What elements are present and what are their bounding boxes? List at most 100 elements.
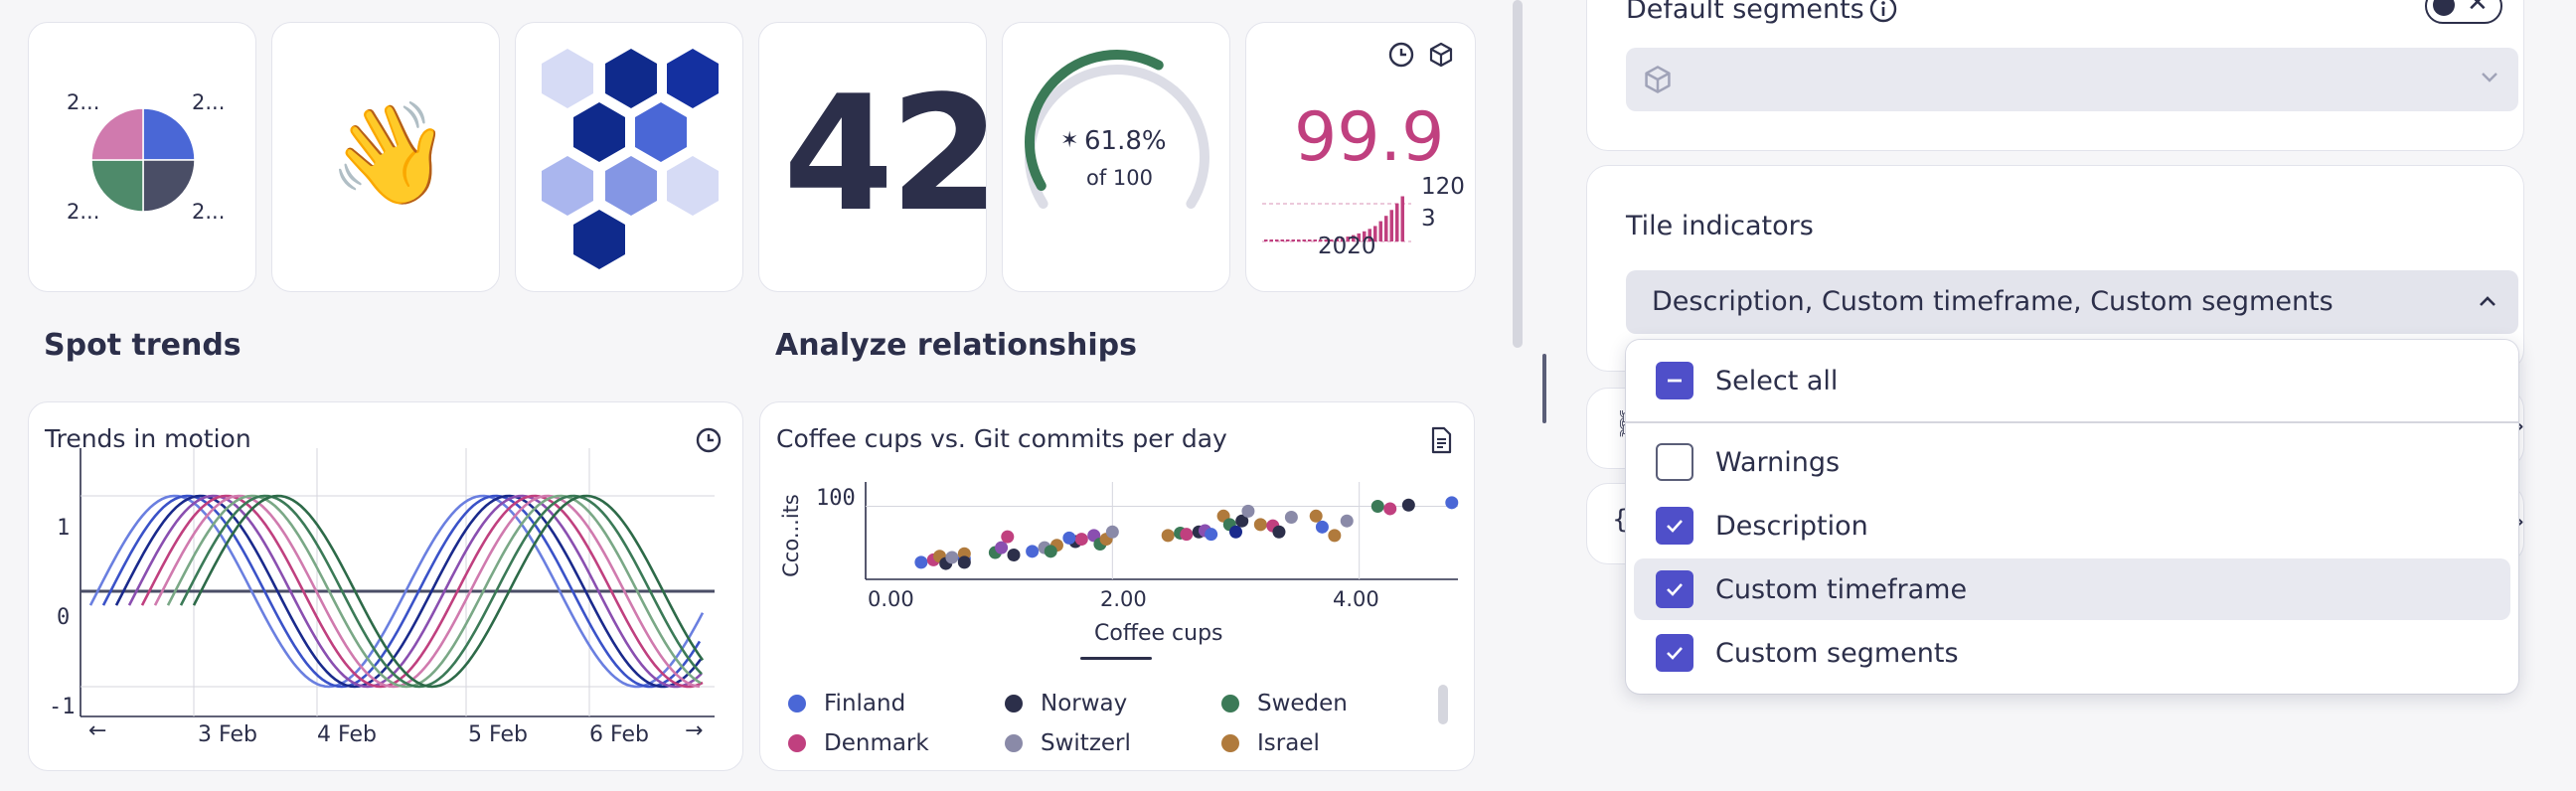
checkbox[interactable] bbox=[1656, 507, 1693, 545]
legend-item-finland[interactable]: Finland bbox=[788, 691, 905, 716]
single-value-tile[interactable]: 42 bbox=[758, 22, 987, 292]
chevron-right-icon[interactable]: › bbox=[2514, 411, 2525, 441]
x-tick-3feb: 3 Feb bbox=[198, 722, 257, 747]
honeycomb-cell-7 bbox=[667, 156, 719, 216]
gauge-tile[interactable]: ✶ 61.8% of 100 bbox=[1002, 22, 1230, 292]
trend-series-4 bbox=[140, 494, 704, 689]
sparkline-bar bbox=[1341, 237, 1345, 241]
pie-slice-3 bbox=[90, 107, 144, 161]
checkbox[interactable] bbox=[1656, 570, 1693, 608]
scatter-point-45 bbox=[1445, 496, 1459, 510]
legend-dot bbox=[1221, 734, 1239, 752]
menu-item-custom-segments[interactable]: Custom segments bbox=[1634, 622, 2510, 684]
waving-hand-emoji: 👋 bbox=[328, 95, 452, 212]
scatter-point-40 bbox=[1328, 529, 1342, 543]
scatter-point-44 bbox=[1401, 498, 1415, 512]
menu-item-description[interactable]: Description bbox=[1634, 495, 2510, 556]
trend-series-0 bbox=[88, 494, 705, 689]
checkbox[interactable] bbox=[1656, 634, 1693, 672]
sparkline-bar bbox=[1368, 229, 1371, 241]
scatter-point-41 bbox=[1340, 514, 1354, 528]
section-title-spot-trends: Spot trends bbox=[44, 328, 242, 363]
tile-indicators-select[interactable]: Description, Custom timeframe, Custom se… bbox=[1626, 270, 2518, 334]
menu-item-label: Description bbox=[1715, 510, 1868, 542]
scatter-point-23 bbox=[1161, 529, 1175, 543]
trends-title: Trends in motion bbox=[45, 424, 251, 453]
sparkline-tile[interactable]: 99.9 120 3 2020 bbox=[1245, 22, 1476, 292]
sparkline-bar bbox=[1352, 235, 1356, 241]
scatter-title: Coffee cups vs. Git commits per day bbox=[776, 424, 1227, 453]
pie-label-top-left: 2... bbox=[67, 90, 100, 114]
pie-slices bbox=[90, 107, 196, 213]
legend-item-norway[interactable]: Norway bbox=[1005, 691, 1127, 716]
scatter-point-38 bbox=[1309, 509, 1323, 523]
pan-left-arrow-icon[interactable]: ← bbox=[88, 718, 107, 743]
clock-icon[interactable] bbox=[1387, 41, 1415, 69]
section-title-analyze-relationships: Analyze relationships bbox=[775, 328, 1137, 363]
honeycomb-cell-1 bbox=[605, 49, 657, 108]
legend-dot bbox=[788, 734, 806, 752]
scatter-x-label: Coffee cups bbox=[1094, 621, 1223, 646]
clock-icon[interactable] bbox=[695, 426, 723, 454]
sparkline-bar bbox=[1378, 221, 1382, 241]
x-tick-6feb: 6 Feb bbox=[589, 722, 649, 747]
legend-item-denmark[interactable]: Denmark bbox=[788, 730, 929, 756]
checkbox[interactable] bbox=[1656, 443, 1693, 481]
sparkline-bar bbox=[1308, 239, 1312, 241]
sparkline-bar bbox=[1389, 210, 1393, 241]
sparkline-bar bbox=[1330, 238, 1334, 241]
chevron-right-icon[interactable]: › bbox=[2514, 507, 2525, 537]
cube-icon[interactable] bbox=[1427, 41, 1455, 69]
legend-item-switzerland[interactable]: Switzerl bbox=[1005, 730, 1131, 756]
sparkline-min: 3 bbox=[1421, 206, 1436, 232]
honeycomb-tile[interactable] bbox=[515, 22, 743, 292]
x-tick-4feb: 4 Feb bbox=[317, 722, 377, 747]
pie-tile[interactable]: 2... 2... 2... 2... bbox=[28, 22, 256, 292]
main-scrollbar[interactable] bbox=[1513, 0, 1523, 348]
default-segments-toggle[interactable]: ✕ bbox=[2425, 0, 2502, 24]
y-tick-neg1: -1 bbox=[49, 695, 76, 719]
scatter-point-28 bbox=[1205, 528, 1218, 542]
scatter-y-tick-100: 100 bbox=[816, 486, 856, 511]
info-icon[interactable] bbox=[1868, 0, 1898, 24]
gauge-subtext: of 100 bbox=[1086, 166, 1153, 190]
panel-resize-handle[interactable] bbox=[1542, 354, 1546, 423]
sparkline-year: 2020 bbox=[1318, 234, 1376, 259]
legend-item-sweden[interactable]: Sweden bbox=[1221, 691, 1348, 716]
pan-right-arrow-icon[interactable]: → bbox=[685, 718, 704, 743]
emoji-tile[interactable]: 👋 bbox=[271, 22, 500, 292]
scatter-point-12 bbox=[1026, 545, 1040, 558]
sparkle-icon: ✶ bbox=[1060, 128, 1079, 153]
legend-item-israel[interactable]: Israel bbox=[1221, 730, 1320, 756]
menu-item-label: Custom segments bbox=[1715, 637, 1959, 669]
indeterminate-checkbox[interactable] bbox=[1656, 362, 1693, 399]
scatter-tile[interactable]: Coffee cups vs. Git commits per day Cco.… bbox=[759, 401, 1475, 771]
menu-item-label: Select all bbox=[1715, 365, 1839, 396]
scatter-point-34 bbox=[1253, 518, 1267, 532]
legend-resize-handle[interactable] bbox=[1080, 657, 1152, 660]
trend-series-7 bbox=[179, 494, 703, 689]
sparkline-bar bbox=[1363, 231, 1367, 241]
trend-series-8 bbox=[192, 494, 705, 689]
scatter-point-39 bbox=[1315, 520, 1329, 534]
menu-item-warnings[interactable]: Warnings bbox=[1634, 431, 2510, 493]
scatter-point-10 bbox=[1007, 549, 1021, 561]
legend-scrollbar[interactable] bbox=[1438, 685, 1448, 724]
legend-label: Israel bbox=[1257, 730, 1320, 756]
sparkline bbox=[1262, 196, 1411, 242]
scatter-point-15 bbox=[1044, 545, 1057, 558]
toggle-off-icon: ✕ bbox=[2467, 0, 2489, 18]
document-icon[interactable] bbox=[1428, 426, 1454, 454]
scatter-point-7 bbox=[957, 555, 971, 569]
trends-line-chart bbox=[80, 448, 715, 717]
menu-item-label: Warnings bbox=[1715, 446, 1841, 478]
pie-slice-2 bbox=[90, 159, 144, 213]
honeycomb-chart bbox=[542, 49, 719, 269]
honeycomb-cell-3 bbox=[573, 102, 625, 162]
menu-item-select-all[interactable]: Select all bbox=[1634, 350, 2510, 411]
trends-tile[interactable]: Trends in motion 1 0 -1 ← 3 Feb 4 Feb 5 … bbox=[28, 401, 743, 771]
x-tick-5feb: 5 Feb bbox=[468, 722, 528, 747]
menu-item-custom-timeframe[interactable]: Custom timeframe bbox=[1634, 558, 2510, 620]
scatter-point-42 bbox=[1370, 500, 1384, 513]
default-segments-select[interactable] bbox=[1626, 48, 2518, 111]
